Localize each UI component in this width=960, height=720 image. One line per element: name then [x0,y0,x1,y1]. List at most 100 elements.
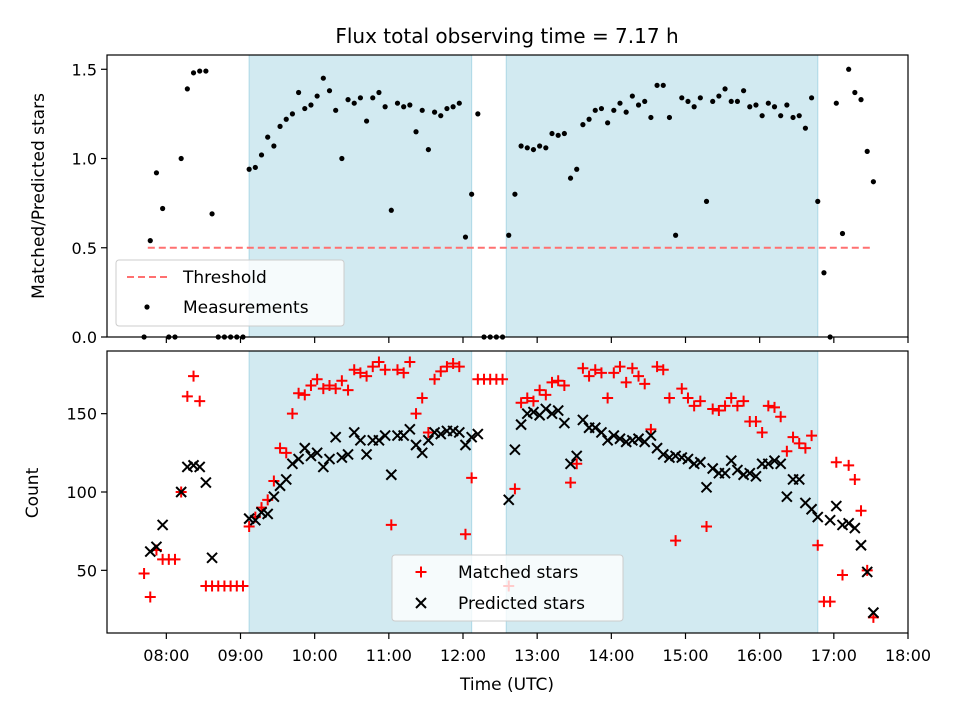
matched-star-point [670,535,682,547]
measurement-point [728,98,734,105]
predicted-star-point [564,458,577,470]
measurement-point [561,130,567,137]
predicted-star-point [527,406,540,418]
measurement-point [846,66,852,72]
measurement-point [197,68,203,74]
matched-star-point [237,580,249,592]
measurement-point [203,68,209,74]
predicted-star-point [589,422,601,434]
predicted-star-point [323,453,336,465]
predicted-star-point [731,464,744,476]
predicted-star-point [150,541,163,553]
predicted-star-point [855,539,867,551]
matched-star-point [286,408,298,420]
measurement-point [339,155,345,162]
measurement-point [852,89,858,96]
predicted-star-point [342,448,354,461]
measurement-point [673,232,679,238]
y-tick-label: 150 [66,405,97,424]
measurement-point [351,100,357,106]
matched-star-point [527,395,539,407]
matched-star-point [546,376,558,388]
predicted-star-point [614,433,626,445]
predicted-star-point [608,429,620,442]
legend-measurement-label: Measurements [183,298,309,318]
matched-star-point [608,367,620,379]
matched-star-point [515,397,527,409]
measurement-point [462,234,469,240]
measurement-point [258,152,265,158]
x-tick-label: 17:00 [811,646,857,665]
measurement-point [265,134,271,140]
measurement-point [821,270,827,276]
predicted-star-point [336,451,348,464]
predicted-star-point [410,439,422,451]
measurement-point [209,211,215,217]
measurement-point [802,125,809,131]
predicted-star-point [744,467,756,479]
matched-star-point [188,370,200,382]
matched-star-point [138,567,150,579]
matched-star-point [361,370,373,382]
matched-star-point [429,373,441,385]
plot-frame [106,54,909,338]
matched-star-point [571,458,583,470]
y-tick-label: 100 [66,483,97,502]
measurement-point [642,98,648,105]
measurement-point [666,114,673,121]
predicted-star-point [774,458,787,470]
measurement-point [363,118,370,124]
matched-star-point [812,539,824,551]
matched-star-point [280,447,292,459]
predicted-star-point [824,514,836,526]
matched-star-point [589,364,601,376]
predicted-star-point [781,490,793,503]
matched-star-point [583,370,595,382]
x-tick-label: 14:00 [588,646,634,665]
predicted-star-point [292,453,305,465]
predicted-star-point [842,517,855,530]
predicted-star-point [546,407,558,420]
measurement-point [691,104,697,110]
predicted-star-point [867,606,880,619]
measurement-point [592,107,598,113]
measurement-point [518,143,524,149]
measurement-point [555,132,561,138]
matched-star-point [509,483,521,495]
predicted-star-point [329,431,342,443]
measurement-point [314,93,320,99]
predicted-star-point [156,519,169,531]
matched-star-point [781,445,793,457]
predicted-star-point [812,511,824,523]
predicted-star-point [354,434,367,447]
matched-star-point [317,383,329,395]
measurement-point [796,113,802,119]
predicted-star-point [453,426,465,439]
matched-star-point [348,364,360,376]
predicted-star-point [632,433,645,445]
predicted-star-point [360,448,373,461]
predicted-star-point [144,545,156,558]
matched-star-point [441,361,453,373]
observing-window-band [505,54,819,338]
measurement-point [246,166,252,172]
flux-ratio-panel: 0.0 0.5 1.0 1.5 Threshold Measurements [72,54,909,347]
matched-star-point [645,423,657,435]
x-tick-label: 18:00 [885,646,931,665]
x-tick-label: 13:00 [514,646,560,665]
x-tick-label: 10:00 [292,646,338,665]
matched-star-point [657,364,669,376]
matched-star-point [756,426,768,438]
measurement-point [401,104,407,110]
predicted-star-point [465,431,478,443]
predicted-star-point [657,448,669,461]
matched-star-point [169,553,181,565]
predicted-star-point [416,447,428,459]
matched-star-point [602,392,614,404]
measurement-point [431,109,438,115]
matched-star-point [268,475,280,487]
predicted-star-point [719,467,731,479]
predicted-star-point [577,414,589,426]
matched-star-point [459,528,471,540]
matched-star-point [849,473,861,485]
